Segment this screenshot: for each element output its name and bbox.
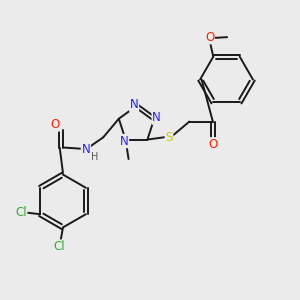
Text: N: N [152, 111, 161, 124]
Text: Cl: Cl [54, 240, 65, 253]
Text: H: H [91, 152, 98, 162]
Text: S: S [165, 130, 173, 144]
Text: O: O [205, 31, 214, 44]
Text: Cl: Cl [15, 206, 27, 219]
Text: O: O [209, 138, 218, 151]
Text: N: N [130, 98, 139, 111]
Text: N: N [81, 143, 90, 157]
Text: O: O [50, 118, 59, 131]
Text: N: N [120, 134, 128, 148]
